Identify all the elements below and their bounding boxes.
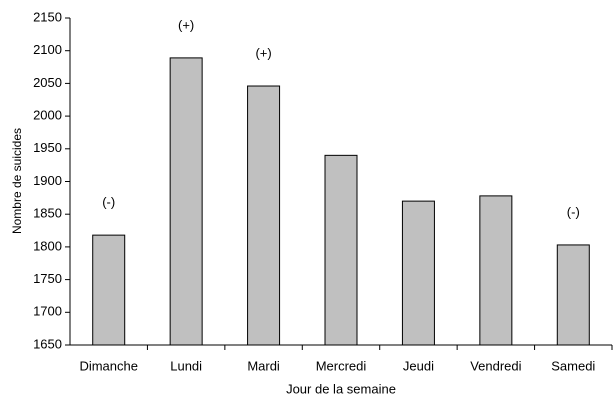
bar [169, 57, 203, 346]
bar-annotation: (-) [102, 195, 115, 210]
y-tick-label: 1800 [33, 238, 62, 253]
y-axis-title: Nombre de suicides [10, 128, 24, 234]
bar [247, 85, 281, 346]
bar [324, 154, 358, 346]
bar-annotation: (-) [567, 204, 580, 219]
x-axis-title: Jour de la semaine [286, 381, 396, 396]
bar-annotation: (+) [178, 17, 194, 32]
x-tick-label: Lundi [170, 358, 202, 373]
y-tick-label: 2050 [33, 75, 62, 90]
y-tick-label: 2100 [33, 42, 62, 57]
bar [401, 200, 435, 346]
y-tick-label: 1650 [33, 336, 62, 351]
bar [92, 234, 126, 346]
x-tick-label: Mardi [247, 358, 280, 373]
x-tick-label: Vendredi [470, 358, 521, 373]
y-tick-label: 2150 [33, 9, 62, 24]
bar [556, 244, 590, 346]
x-tick-label: Samedi [551, 358, 595, 373]
x-tick-label: Jeudi [403, 358, 434, 373]
x-tick-label: Mercredi [316, 358, 367, 373]
bar-annotation: (+) [255, 45, 271, 60]
bar [479, 195, 513, 346]
y-tick-label: 2000 [33, 108, 62, 123]
y-tick-label: 1700 [33, 304, 62, 319]
y-tick-label: 1950 [33, 140, 62, 155]
y-tick-label: 1900 [33, 173, 62, 188]
x-tick-label: Dimanche [79, 358, 138, 373]
y-tick-label: 1850 [33, 206, 62, 221]
y-tick-label: 1750 [33, 271, 62, 286]
